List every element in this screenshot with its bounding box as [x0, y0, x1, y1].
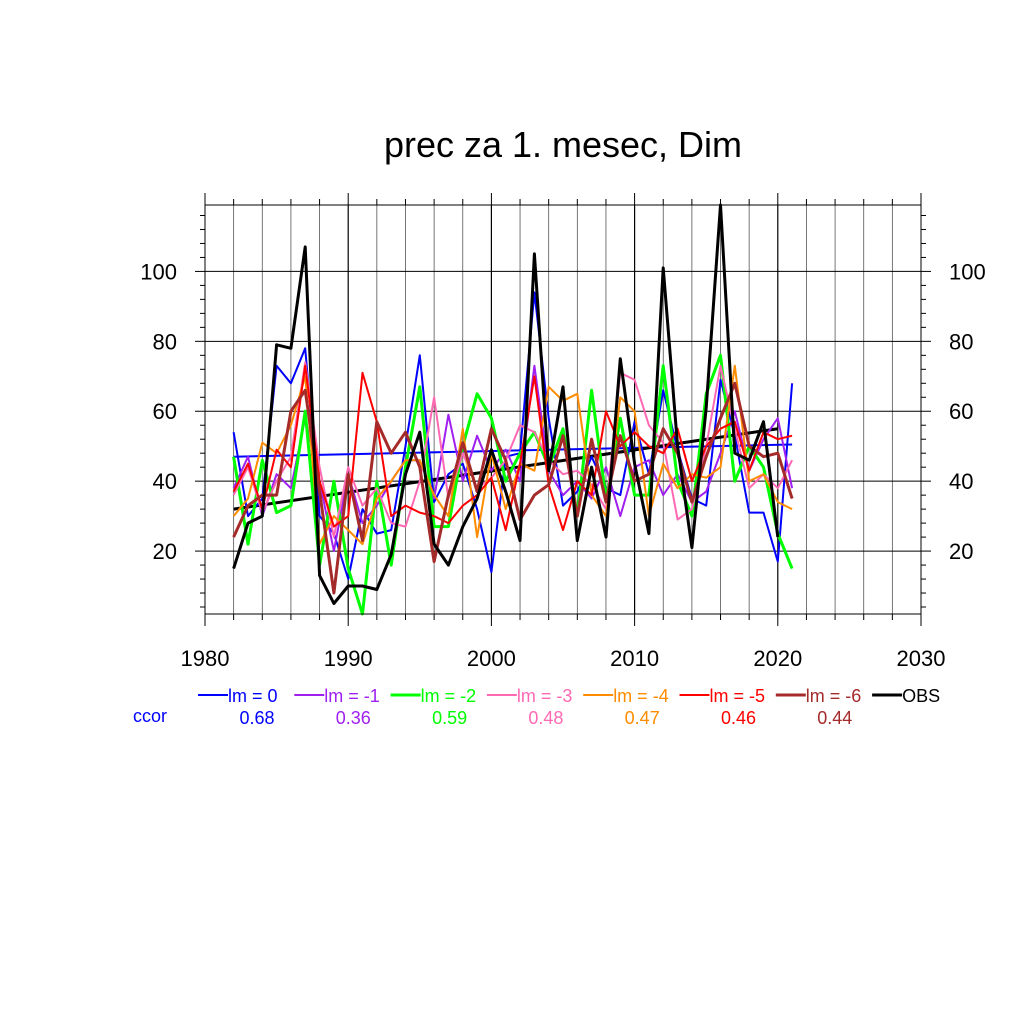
y-tick-label-right: 40 [949, 469, 973, 494]
ccor-value-6: 0.44 [817, 708, 852, 728]
y-tick-label-left: 20 [153, 539, 177, 564]
x-tick-label: 2020 [753, 646, 802, 671]
legend-label-3: lm = -3 [517, 686, 573, 706]
series-lines [232, 203, 794, 616]
ccor-value-2: 0.59 [432, 708, 467, 728]
y-tick-label-right: 60 [949, 399, 973, 424]
legend-label-0: lm = 0 [228, 686, 278, 706]
ccor-value-4: 0.47 [625, 708, 660, 728]
x-tick-label: 1990 [324, 646, 373, 671]
y-tick-label-left: 40 [153, 469, 177, 494]
y-tick-label-right: 80 [949, 329, 973, 354]
legend-label-5: lm = -5 [710, 686, 766, 706]
plot-frame [204, 204, 922, 615]
y-tick-label-right: 100 [949, 259, 986, 284]
ccor-value-5: 0.46 [721, 708, 756, 728]
x-tick-label: 2000 [467, 646, 516, 671]
x-tick-label: 1980 [181, 646, 230, 671]
series-line-7 [232, 203, 780, 605]
y-tick-label-right: 20 [949, 539, 973, 564]
legend-label-2: lm = -2 [421, 686, 477, 706]
y-tick-label-left: 60 [153, 399, 177, 424]
ccor-label: ccor [133, 706, 167, 726]
ccor-value-1: 0.36 [336, 708, 371, 728]
y-tick-label-left: 80 [153, 329, 177, 354]
legend-label-7: OBS [902, 686, 940, 706]
series-line-2 [232, 353, 794, 616]
y-tick-label-left: 100 [140, 259, 177, 284]
x-tick-label: 2010 [610, 646, 659, 671]
x-tick-label: 2030 [897, 646, 946, 671]
legend-label-1: lm = -1 [324, 686, 380, 706]
chart-title: prec za 1. mesec, Dim [384, 124, 742, 165]
legend-label-6: lm = -6 [806, 686, 862, 706]
grid [205, 205, 921, 614]
legend-label-4: lm = -4 [613, 686, 669, 706]
ccor-value-0: 0.68 [239, 708, 274, 728]
ccor-value-3: 0.48 [528, 708, 563, 728]
